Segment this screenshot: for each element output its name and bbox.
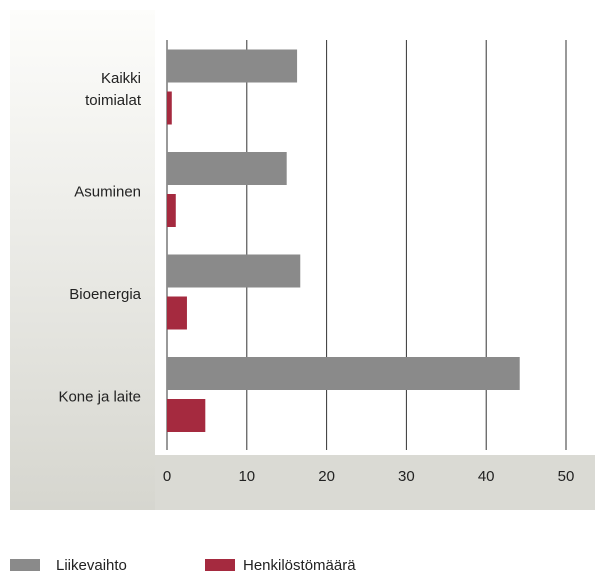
y-tick-label: Bioenergia: [69, 286, 141, 303]
bar: [167, 194, 176, 227]
bar: [167, 399, 206, 432]
y-tick-label: Kone ja laite: [58, 388, 141, 405]
legend-label: Liikevaihto: [56, 557, 127, 573]
label-line: toimialat: [85, 92, 142, 109]
y-tick-label: Kaikki toimialat: [85, 70, 142, 109]
bar: [167, 357, 520, 390]
legend-swatch: [10, 559, 40, 571]
bar: [167, 49, 298, 83]
y-tick-label: Asuminen: [74, 183, 141, 200]
x-tick-label: 20: [318, 468, 335, 485]
x-tick-label: 30: [398, 468, 415, 485]
x-tick-label: 50: [558, 468, 575, 485]
bar: [167, 152, 287, 185]
bar: [167, 254, 301, 288]
legend-label: Henkilöstömäärä: [243, 557, 356, 573]
bar: [167, 91, 172, 125]
x-tick-label: 10: [238, 468, 255, 485]
x-tick-label: 40: [478, 468, 495, 485]
x-tick-label: 0: [163, 468, 171, 485]
tick-band: [155, 455, 595, 510]
label-line: Kaikki: [101, 70, 141, 87]
legend-swatch: [205, 559, 235, 571]
label-panel: [10, 10, 155, 510]
bar: [167, 296, 187, 330]
